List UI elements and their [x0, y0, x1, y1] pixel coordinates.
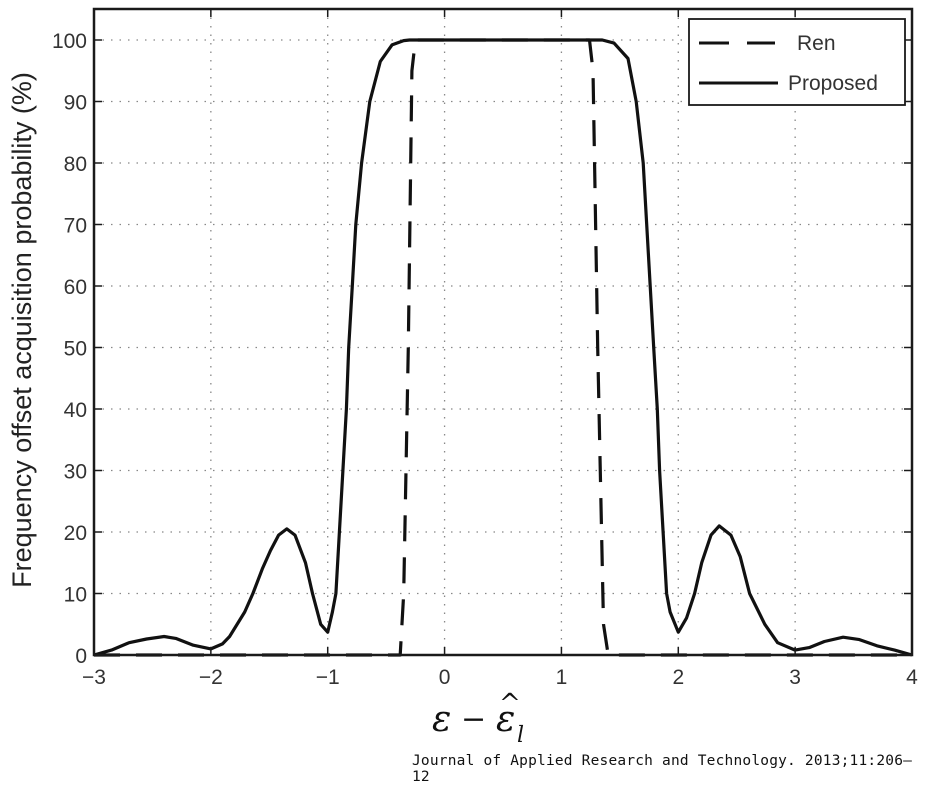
axis-ticks: [93, 9, 913, 656]
x-axis-epsilon-hat: ε: [496, 699, 515, 740]
x-axis-title: ε − ε ^ l: [432, 689, 524, 748]
y-tick-label: 50: [64, 338, 87, 361]
y-tick-label: 0: [75, 645, 87, 668]
y-tick-label: 70: [64, 215, 87, 238]
y-tick-label: 10: [64, 584, 87, 607]
y-axis-title: Frequency offset acquisition probability…: [7, 72, 37, 588]
legend-box: [688, 18, 906, 106]
x-tick-labels: −3 −2 −1 0 1 2 3 4: [82, 666, 918, 689]
y-tick-label: 40: [64, 399, 87, 422]
series-proposed-line: [93, 38, 913, 657]
x-tick-label: 2: [672, 666, 684, 689]
y-tick-label: 30: [64, 461, 87, 484]
x-tick-label: −1: [316, 666, 340, 689]
y-tick-label: 20: [64, 522, 87, 545]
x-axis-epsilon: ε: [432, 699, 451, 740]
legend: Ren Proposed: [688, 18, 906, 106]
y-tick-label: 60: [64, 276, 87, 299]
x-tick-label: −2: [199, 666, 223, 689]
x-axis-subscript-l: l: [517, 723, 524, 748]
x-axis-hat: ^: [499, 689, 521, 719]
series-group: [93, 38, 913, 657]
citation: Journal of Applied Research and Technolo…: [412, 753, 913, 785]
y-tick-label: 100: [52, 30, 87, 53]
legend-ren-label: Ren: [797, 32, 836, 55]
y-tick-labels: 0 10 20 30 40 50 60 70 80 90 100: [52, 30, 87, 668]
x-axis-minus: −: [461, 702, 486, 737]
y-tick-label: 90: [64, 92, 87, 115]
x-tick-label: 1: [556, 666, 568, 689]
x-tick-label: 4: [906, 666, 918, 689]
legend-proposed-label: Proposed: [788, 72, 878, 95]
x-tick-label: 3: [789, 666, 801, 689]
y-tick-label: 80: [64, 153, 87, 176]
x-tick-label: 0: [439, 666, 451, 689]
x-tick-label: −3: [82, 666, 106, 689]
plot-frame: [92, 7, 914, 657]
